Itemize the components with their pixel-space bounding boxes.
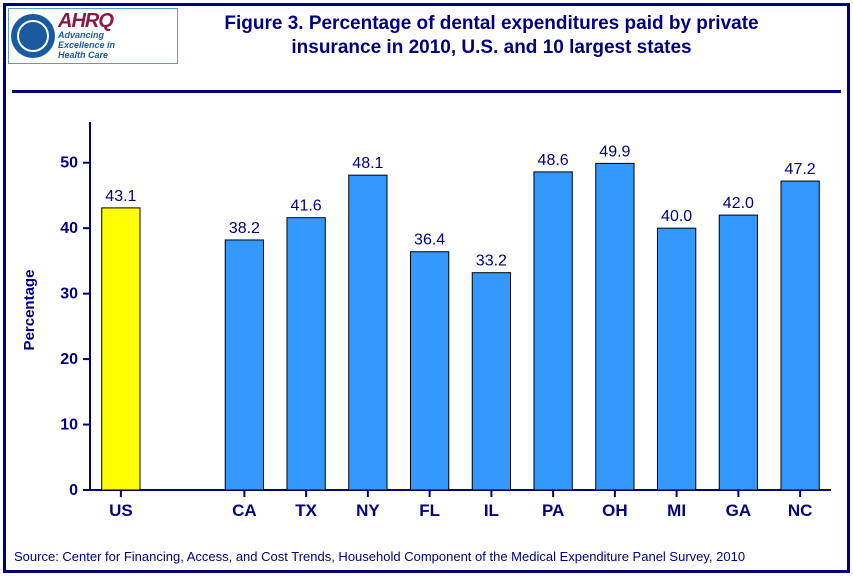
- x-label-tx: TX: [295, 501, 317, 520]
- plot-area: 0 10 20 30 40 50 Percentage 43.1 US 38.2 CA 41.6 TX 4…: [12, 110, 841, 528]
- bar-chart: 0 10 20 30 40 50 Percentage 43.1 US 38.2 CA 41.6 TX 4…: [12, 110, 841, 528]
- bar-ny: [349, 175, 387, 490]
- x-label-us: US: [109, 501, 133, 520]
- svg-text:Percentage: Percentage: [21, 270, 38, 351]
- source-footer: Source: Center for Financing, Access, an…: [14, 549, 839, 564]
- x-label-ca: CA: [232, 501, 257, 520]
- bar-value-nc: 47.2: [785, 161, 816, 178]
- svg-text:0: 0: [69, 482, 78, 499]
- bar-value-ga: 42.0: [723, 195, 754, 212]
- chart-title: Figure 3. Percentage of dental expenditu…: [178, 8, 845, 60]
- svg-text:40: 40: [60, 220, 78, 237]
- bar-value-ny: 48.1: [352, 155, 383, 172]
- bar-value-tx: 41.6: [291, 198, 322, 215]
- bar-ca: [225, 240, 263, 490]
- logo-box: AHRQ Advancing Excellence in Health Care: [8, 8, 178, 64]
- x-label-oh: OH: [602, 501, 628, 520]
- svg-text:10: 10: [60, 417, 78, 434]
- bar-value-ca: 38.2: [229, 220, 260, 237]
- bar-mi: [657, 228, 695, 490]
- x-label-ga: GA: [726, 501, 752, 520]
- x-label-fl: FL: [419, 501, 440, 520]
- x-label-ny: NY: [356, 501, 380, 520]
- divider: [12, 90, 841, 93]
- x-label-nc: NC: [788, 501, 813, 520]
- ahrq-logo: AHRQ: [58, 11, 115, 31]
- ahrq-tagline-3: Health Care: [58, 51, 115, 61]
- hhs-badge-icon: [11, 14, 55, 58]
- svg-text:30: 30: [60, 286, 78, 303]
- bar-il: [472, 273, 510, 490]
- bar-value-us: 43.1: [105, 188, 136, 205]
- header: AHRQ Advancing Excellence in Health Care…: [8, 8, 845, 80]
- ahrq-block: AHRQ Advancing Excellence in Health Care: [58, 11, 115, 61]
- bar-value-fl: 36.4: [414, 232, 445, 249]
- bar-pa: [534, 172, 572, 490]
- x-label-pa: PA: [542, 501, 564, 520]
- bar-value-pa: 48.6: [538, 152, 569, 169]
- x-label-il: IL: [484, 501, 499, 520]
- bar-tx: [287, 218, 325, 490]
- bar-nc: [781, 181, 819, 490]
- bar-fl: [410, 252, 448, 490]
- bar-value-mi: 40.0: [661, 208, 692, 225]
- bar-value-il: 33.2: [476, 253, 507, 270]
- x-label-mi: MI: [667, 501, 686, 520]
- bar-us: [102, 208, 140, 490]
- bar-value-oh: 49.9: [599, 143, 630, 160]
- bar-oh: [596, 163, 634, 490]
- bar-ga: [719, 215, 757, 490]
- svg-text:50: 50: [60, 155, 78, 172]
- svg-text:20: 20: [60, 351, 78, 368]
